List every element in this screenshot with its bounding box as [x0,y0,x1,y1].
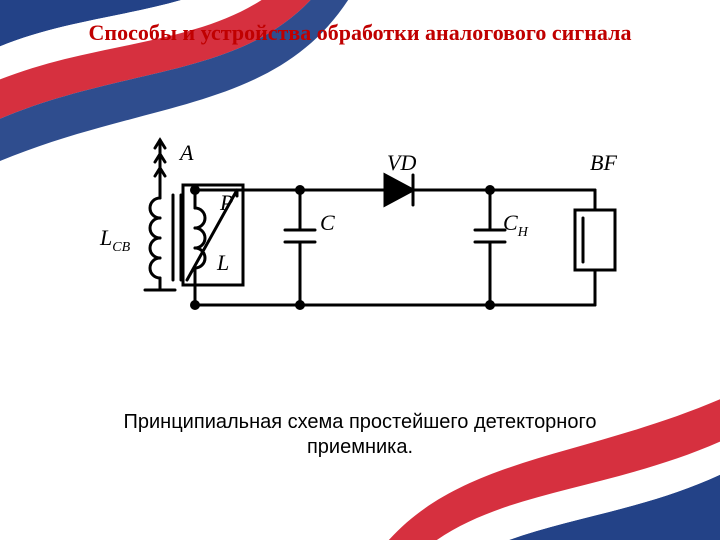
label-vd: VD [387,150,416,175]
label-bf: BF [590,150,617,175]
label-ch: C [503,210,518,235]
label-l: L [216,250,229,275]
label-c: C [320,210,335,235]
label-lcb-l: L [99,225,112,250]
slide: Способы и устройства обработки аналогово… [0,0,720,540]
svg-text:CН: CН [503,210,529,240]
label-antenna: A [178,140,194,165]
caption-line-2: приемника. [307,436,413,458]
label-lcb-sub: СВ [112,240,130,255]
slide-caption: Принципиальная схема простейшего детекто… [0,410,720,460]
svg-text:LСВ: LСВ [99,225,131,255]
slide-title: Способы и устройства обработки аналогово… [0,20,720,46]
label-ch-sub: Н [517,225,529,240]
caption-line-1: Принципиальная схема простейшего детекто… [124,411,597,433]
label-p: P [219,190,233,215]
circuit-diagram: A LСВ P L C VD CН BF [95,130,625,350]
